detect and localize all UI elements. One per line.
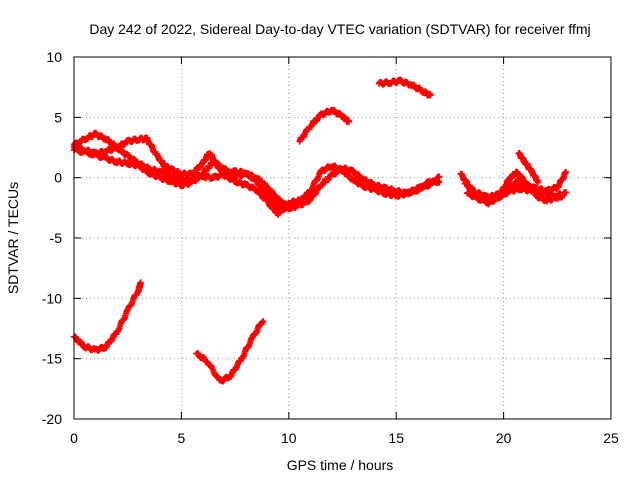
series-arc-4 — [296, 106, 353, 145]
series-arc-11 — [515, 149, 542, 186]
y-tick-labels: -20 -15 -10 -5 0 5 10 — [42, 49, 62, 427]
y-tick-label: -10 — [42, 290, 62, 306]
y-tick-label: 5 — [54, 109, 62, 125]
series-arc-2 — [70, 134, 303, 219]
series-arc-10 — [463, 168, 567, 205]
y-tick-label: -5 — [50, 230, 63, 246]
x-tick-label: 10 — [281, 430, 297, 446]
x-tick-label: 15 — [388, 430, 404, 446]
grid — [74, 57, 611, 419]
data-point — [137, 279, 144, 286]
x-tick-label: 20 — [496, 430, 512, 446]
data-point — [259, 318, 267, 325]
y-axis-label: SDTVAR / TECUs — [5, 182, 21, 294]
data-point — [345, 118, 353, 125]
series-arc-5 — [375, 76, 434, 99]
x-tick-labels: 0 5 10 15 20 25 — [70, 430, 619, 446]
y-tick-label: -20 — [42, 411, 62, 427]
y-tick-label: 10 — [46, 49, 62, 65]
series-arc-7 — [193, 318, 267, 385]
tick-marks — [73, 56, 612, 420]
x-tick-label: 0 — [70, 430, 78, 446]
y-tick-label: -15 — [42, 351, 62, 367]
x-axis-label: GPS time / hours — [287, 457, 394, 473]
data-series — [70, 76, 570, 385]
series-arc-6 — [70, 279, 144, 354]
y-tick-label: 0 — [54, 170, 62, 186]
x-tick-label: 25 — [603, 430, 619, 446]
data-point — [427, 91, 434, 99]
series-arc-3 — [70, 145, 443, 213]
x-tick-label: 5 — [178, 430, 186, 446]
data-point — [560, 191, 567, 199]
data-point — [435, 173, 443, 180]
data-point — [534, 179, 542, 186]
chart-title: Day 242 of 2022, Sidereal Day-to-day VTE… — [89, 21, 590, 37]
data-point — [562, 168, 570, 176]
